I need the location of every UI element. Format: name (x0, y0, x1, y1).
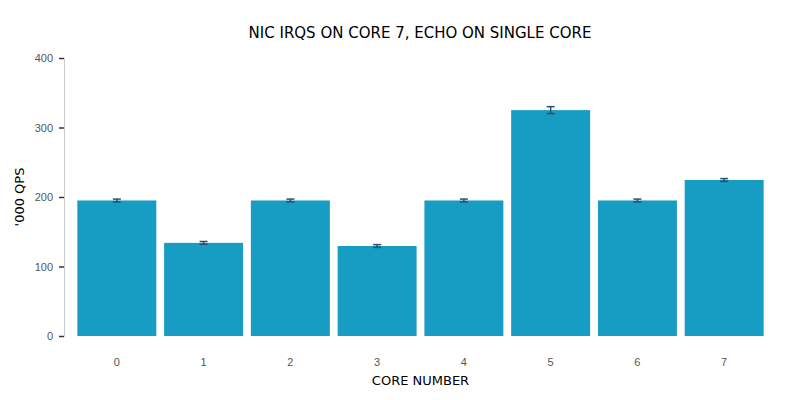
y-tick: 200 (35, 191, 64, 203)
x-tick: 7 (721, 336, 727, 368)
error-bar-cap (373, 244, 381, 246)
error-bar (460, 199, 468, 202)
error-bar-line (550, 107, 552, 114)
error-bar-cap (720, 181, 728, 183)
bar (424, 200, 503, 336)
y-tick-label: 300 (35, 122, 53, 134)
x-tick: 3 (374, 336, 380, 368)
y-tick: 0 (47, 330, 64, 342)
error-bar-cap (547, 113, 555, 115)
bar (77, 200, 156, 336)
y-tick-mark (59, 127, 64, 129)
x-tick-label: 3 (374, 356, 380, 368)
error-bar-cap (633, 201, 641, 203)
plot: 0 100 200 300 400 0 1 2 3 4 5 6 7 (35, 52, 769, 368)
x-axis-line (74, 336, 769, 337)
y-tick-label: 400 (35, 52, 53, 64)
y-tick-label: 0 (47, 330, 53, 342)
x-tick-label: 6 (634, 356, 640, 368)
y-tick: 100 (35, 261, 64, 273)
bar (338, 246, 417, 336)
error-bar (286, 199, 294, 202)
bar (164, 243, 243, 336)
error-bar-cap (460, 201, 468, 203)
y-tick-mark (59, 336, 64, 338)
y-tick-mark (59, 197, 64, 199)
y-tick-mark (59, 58, 64, 60)
bars (77, 107, 763, 336)
error-bar-cap (286, 198, 294, 200)
x-axis-title: CORE NUMBER (372, 373, 469, 388)
y-tick: 300 (35, 122, 64, 134)
y-axis: 0 100 200 300 400 (35, 52, 65, 342)
bar (251, 200, 330, 336)
x-tick-label: 4 (461, 356, 467, 368)
error-bar (373, 245, 381, 248)
error-bar (720, 179, 728, 182)
error-bar-cap (113, 198, 121, 200)
x-tick: 2 (287, 336, 293, 368)
x-tick: 0 (114, 336, 120, 368)
chart: 0 100 200 300 400 0 1 2 3 4 5 6 7 NIC IRQS ON CORE 7,… (0, 0, 800, 400)
x-tick: 6 (634, 336, 640, 368)
bar (685, 180, 764, 336)
y-tick-mark (59, 266, 64, 268)
title: NIC IRQS ON CORE 7, ECHO ON SINGLE CORE (249, 24, 592, 42)
x-tick-label: 5 (548, 356, 554, 368)
x-axis: 0 1 2 3 4 5 6 7 (74, 336, 769, 368)
x-tick-label: 2 (287, 356, 293, 368)
x-tick: 5 (548, 336, 554, 368)
y-axis-line (59, 59, 65, 337)
x-tick-label: 1 (201, 356, 207, 368)
error-bar (633, 199, 641, 202)
y-axis-title: '000 QPS (12, 168, 27, 227)
error-bar (547, 107, 555, 114)
error-bar-cap (373, 247, 381, 249)
error-bar-cap (286, 201, 294, 203)
error-bar-cap (547, 106, 555, 108)
x-tick-label: 0 (114, 356, 120, 368)
error-bar-cap (200, 241, 208, 243)
error-bar-cap (200, 244, 208, 246)
x-tick: 4 (461, 336, 467, 368)
y-tick-label: 100 (35, 261, 53, 273)
y-tick: 400 (35, 52, 64, 64)
bar (511, 110, 590, 336)
x-tick-label: 7 (721, 356, 727, 368)
error-bar (113, 199, 121, 202)
x-tick: 1 (201, 336, 207, 368)
error-bar-cap (633, 198, 641, 200)
error-bar-cap (460, 198, 468, 200)
error-bar-cap (720, 178, 728, 180)
bar (598, 200, 677, 336)
error-bar-cap (113, 201, 121, 203)
y-tick-label: 200 (35, 191, 53, 203)
error-bar (200, 241, 208, 244)
